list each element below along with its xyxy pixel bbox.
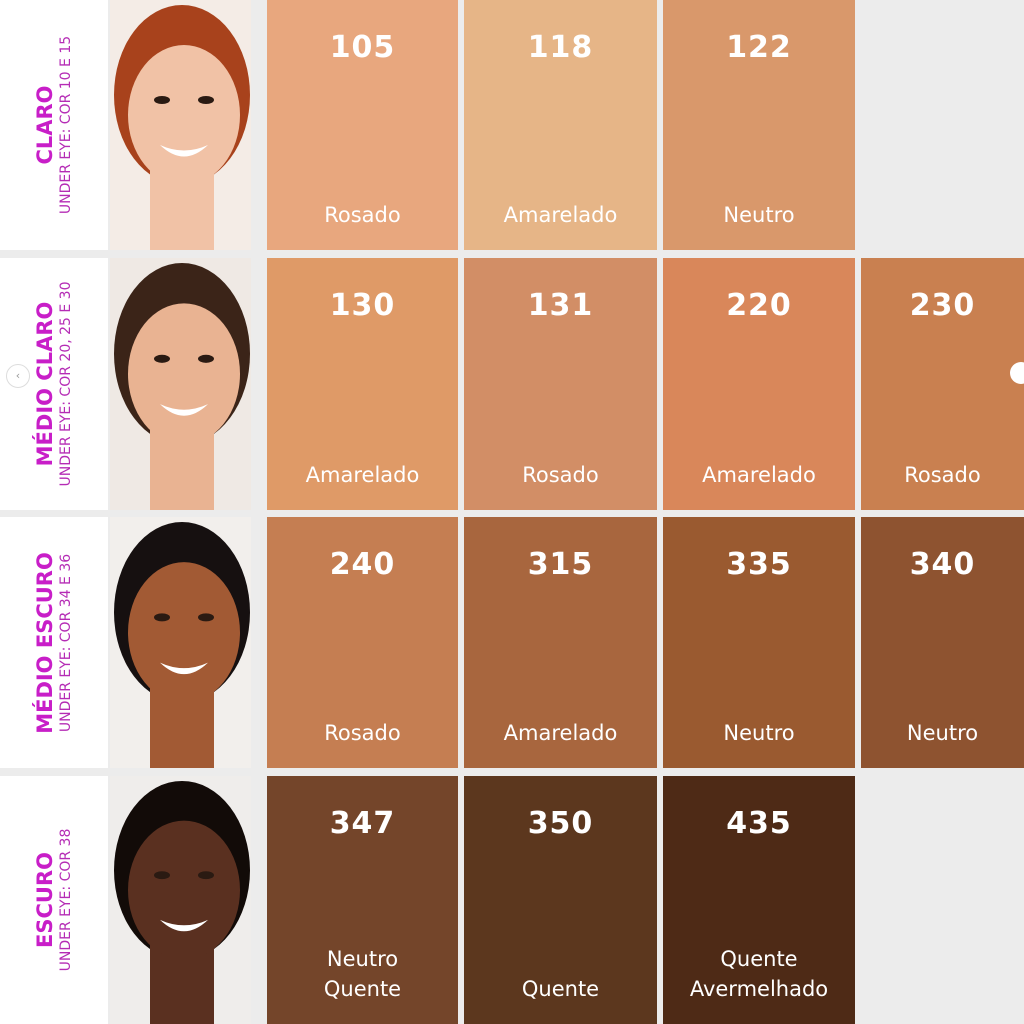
- shade-swatch[interactable]: 220 Amarelado: [663, 258, 855, 510]
- shade-number: 340: [909, 547, 976, 582]
- model-photo: [110, 517, 251, 768]
- shade-row: MÉDIO ESCURO UNDER EYE: COR 34 E 36 240 …: [0, 517, 1024, 768]
- row-subtitle: UNDER EYE: COR 10 E 15: [58, 35, 74, 215]
- model-photo: [110, 0, 251, 250]
- shade-swatch[interactable]: 122 Neutro: [663, 0, 855, 250]
- shade-swatch[interactable]: 131 Rosado: [464, 258, 657, 510]
- shade-undertone: Rosado: [324, 721, 401, 745]
- shade-number: 130: [329, 288, 396, 323]
- row-label: ESCURO UNDER EYE: COR 38: [0, 776, 108, 1024]
- shade-swatch[interactable]: 230 Rosado: [861, 258, 1024, 510]
- shade-swatch[interactable]: 340 Neutro: [861, 517, 1024, 768]
- row-title: MÉDIO CLARO: [33, 301, 57, 467]
- shade-number: 118: [527, 30, 594, 65]
- row-label: MÉDIO ESCURO UNDER EYE: COR 34 E 36: [0, 517, 108, 768]
- model-photo: [110, 776, 251, 1024]
- shade-undertone: Amarelado: [503, 721, 618, 745]
- shade-undertone: Neutro Quente: [323, 947, 402, 1001]
- row-label: CLARO UNDER EYE: COR 10 E 15: [0, 0, 108, 250]
- shade-number: 131: [527, 288, 594, 323]
- shade-undertone: Amarelado: [305, 463, 420, 487]
- row-subtitle: UNDER EYE: COR 34 E 36: [58, 553, 74, 732]
- row-title: ESCURO: [33, 852, 57, 948]
- shade-row: MÉDIO CLARO UNDER EYE: COR 20, 25 E 30 1…: [0, 258, 1024, 510]
- shade-swatch[interactable]: 315 Amarelado: [464, 517, 657, 768]
- shade-swatch[interactable]: 118 Amarelado: [464, 0, 657, 250]
- shade-undertone: Amarelado: [503, 203, 618, 227]
- shade-swatch[interactable]: 335 Neutro: [663, 517, 855, 768]
- shade-number: 347: [329, 806, 396, 841]
- shade-undertone: Neutro: [906, 721, 979, 745]
- shade-number: 230: [909, 288, 976, 323]
- shade-row: ESCURO UNDER EYE: COR 38 347 Neutro Quen…: [0, 776, 1024, 1024]
- shade-undertone: Neutro: [723, 721, 795, 745]
- shade-swatch[interactable]: 105 Rosado: [267, 0, 458, 250]
- carousel-prev-button[interactable]: ‹: [6, 364, 30, 388]
- shade-number: 350: [527, 806, 594, 841]
- shade-row: CLARO UNDER EYE: COR 10 E 15 105 Rosado …: [0, 0, 1024, 250]
- shade-number: 105: [329, 30, 396, 65]
- shade-undertone: Neutro: [723, 203, 795, 227]
- shade-swatch[interactable]: 347 Neutro Quente: [267, 776, 458, 1024]
- shade-number: 122: [726, 30, 792, 65]
- shade-undertone: Rosado: [324, 203, 401, 227]
- shade-number: 220: [726, 288, 792, 323]
- model-photo: [110, 258, 251, 510]
- shade-number: 335: [726, 547, 792, 582]
- row-subtitle: UNDER EYE: COR 38: [58, 828, 74, 972]
- shade-undertone: Amarelado: [702, 463, 816, 487]
- shade-undertone: Rosado: [904, 463, 981, 487]
- shade-swatch[interactable]: 350 Quente: [464, 776, 657, 1024]
- shade-swatch[interactable]: 130 Amarelado: [267, 258, 458, 510]
- shade-swatch[interactable]: 435 Quente Avermelhado: [663, 776, 855, 1024]
- shade-undertone: Quente Avermelhado: [689, 947, 829, 1001]
- chevron-left-icon: ‹: [15, 369, 21, 382]
- shade-undertone: Rosado: [522, 463, 599, 487]
- carousel-next-indicator[interactable]: [1010, 362, 1024, 384]
- shade-swatch[interactable]: 240 Rosado: [267, 517, 458, 768]
- row-title: MÉDIO ESCURO: [33, 551, 57, 734]
- shade-number: 315: [527, 547, 594, 582]
- shade-number: 435: [726, 806, 792, 841]
- row-subtitle: UNDER EYE: COR 20, 25 E 30: [58, 281, 74, 487]
- row-title: CLARO: [33, 85, 57, 165]
- shade-number: 240: [329, 547, 396, 582]
- shade-undertone: Quente: [521, 977, 600, 1001]
